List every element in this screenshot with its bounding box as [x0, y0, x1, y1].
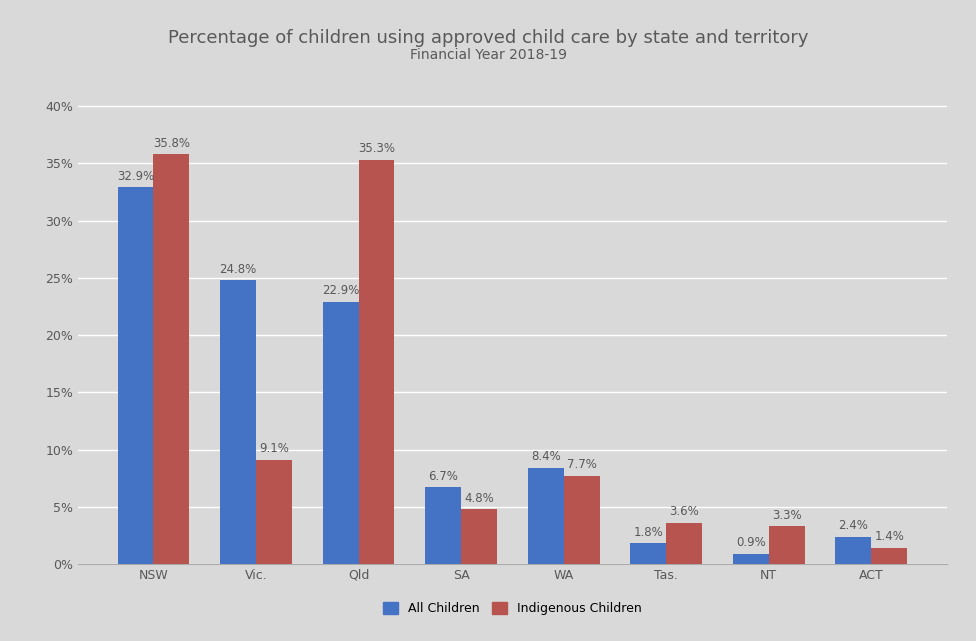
- Text: 35.3%: 35.3%: [358, 142, 395, 156]
- Text: 3.3%: 3.3%: [772, 509, 801, 522]
- Bar: [256, 460, 292, 564]
- Text: 32.9%: 32.9%: [117, 170, 154, 183]
- Text: 3.6%: 3.6%: [670, 505, 699, 519]
- Text: 0.9%: 0.9%: [736, 537, 766, 549]
- Text: Percentage of children using approved child care by state and territory: Percentage of children using approved ch…: [168, 29, 808, 47]
- Bar: [358, 160, 394, 564]
- Text: 9.1%: 9.1%: [259, 442, 289, 455]
- Text: 7.7%: 7.7%: [567, 458, 596, 471]
- Bar: [117, 188, 153, 564]
- Text: 22.9%: 22.9%: [322, 285, 359, 297]
- Text: 1.4%: 1.4%: [874, 531, 904, 544]
- Bar: [323, 302, 358, 564]
- Legend: All Children, Indigenous Children: All Children, Indigenous Children: [378, 597, 647, 620]
- Text: 4.8%: 4.8%: [465, 492, 494, 504]
- Text: 6.7%: 6.7%: [428, 470, 458, 483]
- Bar: [461, 509, 497, 564]
- Bar: [835, 537, 872, 564]
- Bar: [528, 468, 564, 564]
- Bar: [426, 487, 461, 564]
- Text: 24.8%: 24.8%: [220, 263, 257, 276]
- Bar: [630, 544, 667, 564]
- Bar: [872, 548, 908, 564]
- Bar: [769, 526, 804, 564]
- Text: 8.4%: 8.4%: [531, 451, 560, 463]
- Bar: [153, 154, 189, 564]
- Text: 1.8%: 1.8%: [633, 526, 663, 539]
- Text: 2.4%: 2.4%: [838, 519, 869, 532]
- Bar: [564, 476, 599, 564]
- Text: Financial Year 2018-19: Financial Year 2018-19: [410, 48, 566, 62]
- Bar: [733, 554, 769, 564]
- Bar: [667, 523, 702, 564]
- Text: 35.8%: 35.8%: [153, 137, 190, 150]
- Bar: [221, 280, 256, 564]
